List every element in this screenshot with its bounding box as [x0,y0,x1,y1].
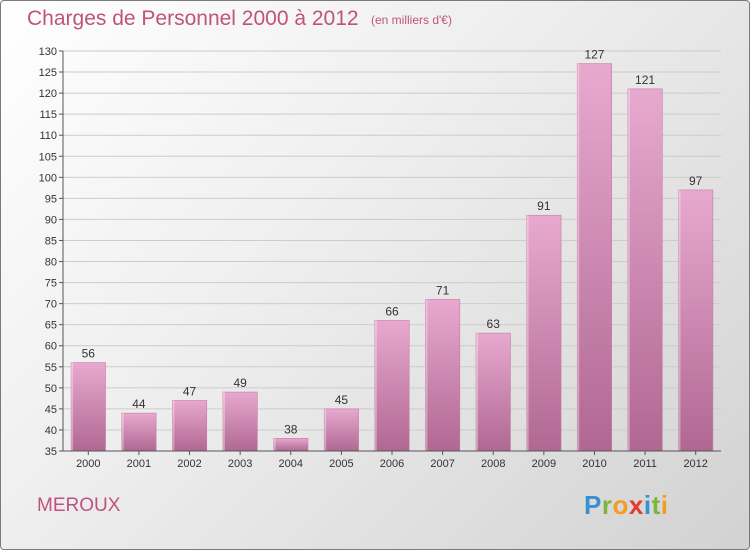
logo-letter: i [643,490,652,520]
data-label: 49 [233,376,247,390]
bar-2010 [576,63,612,452]
y-tick-label: 100 [39,172,57,184]
bar-highlight [476,333,479,451]
bar-2009 [526,214,562,452]
y-tick-label: 120 [39,88,57,100]
logo-letter: o [612,490,629,520]
y-tick-label: 80 [45,257,57,269]
bar-highlight [71,362,74,451]
labels: 35 40 45 50 55 60 65 70 75 80 85 90 95 100 105 110 115 12… [39,46,708,470]
y-tick-label: 40 [45,425,57,437]
bar-highlight [324,408,327,451]
bar-2012 [678,189,714,452]
data-label: 45 [335,393,349,407]
bar-2000 [70,362,106,452]
data-label: 56 [82,347,96,361]
y-tick-label: 95 [45,193,57,205]
y-tick-label: 35 [45,446,57,458]
x-tick-label: 2005 [329,458,353,470]
bars [70,63,714,452]
logo-letter: t [651,490,661,520]
y-tick-label: 70 [45,299,57,311]
bar-2011 [627,88,663,452]
x-tick-label: 2004 [279,458,303,470]
x-tick-label: 2011 [633,458,657,470]
logo-letter: r [601,490,613,520]
data-label: 38 [284,422,298,436]
x-tick-label: 2008 [481,458,505,470]
bar-2004 [273,438,309,452]
bar-2005 [323,408,359,452]
bar-2001 [121,412,157,452]
x-tick-label: 2001 [127,458,151,470]
x-tick-label: 2003 [228,458,252,470]
y-tick-label: 125 [39,67,57,79]
bar-highlight [425,299,428,451]
y-tick-label: 90 [45,214,57,226]
chart-subtitle: (en milliers d'€) [371,13,452,27]
data-label: 127 [584,48,604,62]
y-tick-label: 130 [39,46,57,58]
bar-2008 [475,332,511,452]
data-label: 47 [183,384,197,398]
bar-2007 [425,299,461,452]
y-tick-label: 55 [45,362,57,374]
y-tick-label: 85 [45,235,57,247]
y-tick-label: 105 [39,151,57,163]
axes [59,50,721,455]
bar-highlight [577,63,580,451]
x-tick-label: 2007 [430,458,454,470]
chart-title: Charges de Personnel 2000 à 2012 [27,7,359,30]
x-tick-label: 2000 [76,458,100,470]
logo-letter: P [584,490,602,520]
data-label: 63 [487,317,501,331]
logo-letter: i [660,490,669,520]
data-label: 66 [385,304,399,318]
y-tick-label: 110 [39,130,57,142]
data-label: 44 [132,397,146,411]
y-tick-label: 60 [45,341,57,353]
bar-2003 [222,391,258,452]
data-label: 121 [635,73,655,87]
x-tick-label: 2006 [380,458,404,470]
bar-2006 [374,320,410,452]
commune-name: MEROUX [37,495,121,516]
x-tick-label: 2002 [177,458,201,470]
bar-highlight [121,413,124,451]
bar-highlight [678,189,681,451]
bar-2002 [172,400,208,452]
x-tick-label: 2012 [683,458,707,470]
logo-letter: x [628,490,644,520]
x-tick-label: 2010 [582,458,606,470]
bar-highlight [172,400,175,451]
bar-highlight [374,320,377,451]
y-tick-label: 50 [45,383,57,395]
y-tick-label: 115 [39,109,57,121]
bar-highlight [273,438,276,451]
y-tick-label: 65 [45,320,57,332]
bar-highlight [627,88,630,451]
proxiti-logo: Proxiti [584,490,668,521]
y-tick-label: 45 [45,404,57,416]
bar-highlight [526,215,529,451]
bar-highlight [222,392,225,451]
y-tick-label: 75 [45,278,57,290]
data-label: 71 [436,283,450,297]
data-label: 91 [537,199,551,213]
x-tick-label: 2009 [532,458,556,470]
data-label: 97 [689,174,703,188]
